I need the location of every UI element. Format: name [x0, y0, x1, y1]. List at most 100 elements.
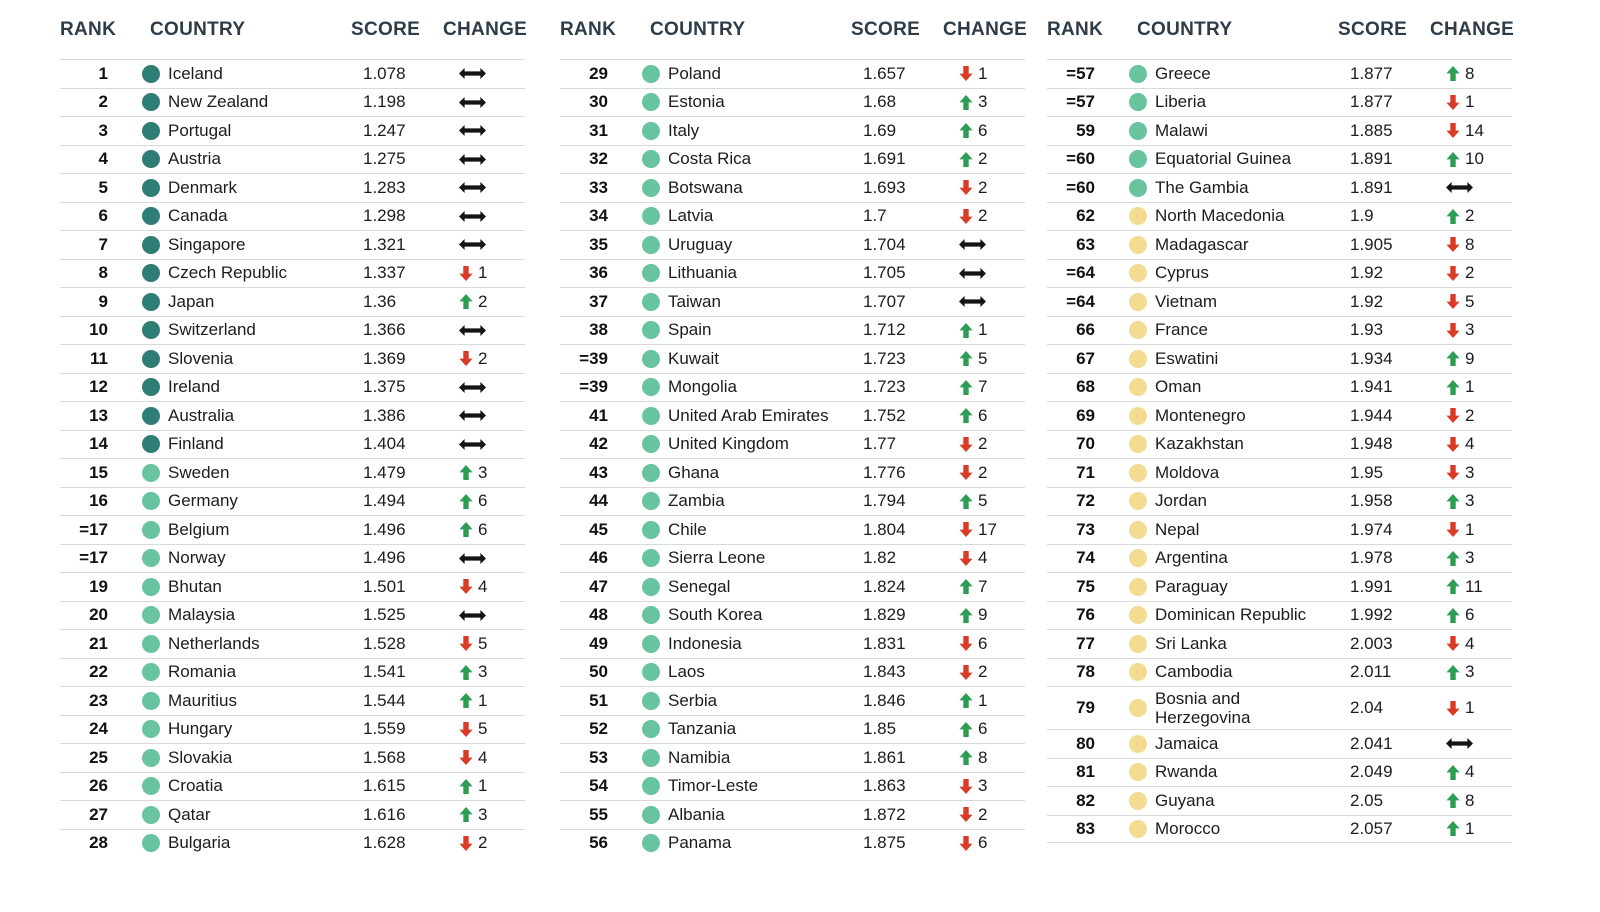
- rank-cell: 20: [89, 605, 108, 625]
- country-tier-dot-icon: [1129, 606, 1147, 625]
- table-row: 70 Kazakhstan 1.948 4: [1047, 429, 1512, 459]
- tier-dot-cell: [1099, 378, 1147, 397]
- rank-cell: 66: [1076, 320, 1095, 340]
- change-value: 1: [1465, 377, 1475, 397]
- tier-dot-cell: [612, 235, 660, 254]
- country-tier-dot-icon: [1129, 699, 1147, 718]
- tier-dot-cell: [112, 520, 160, 539]
- country-name: Tanzania: [668, 719, 737, 739]
- country-tier-dot-icon: [642, 292, 660, 311]
- country-name: Sierra Leone: [668, 548, 766, 568]
- country-name: New Zealand: [168, 92, 269, 112]
- table-row: 73 Nepal 1.974 1: [1047, 515, 1512, 544]
- country-tier-dot-icon: [142, 691, 160, 710]
- no-change-arrow-icon: [459, 68, 486, 80]
- country-tier-dot-icon: [142, 93, 160, 112]
- up-arrow-icon: [1446, 379, 1460, 395]
- rank-cell: 46: [589, 548, 608, 568]
- rank-cell: 29: [589, 63, 608, 83]
- country-name: Czech Republic: [168, 263, 288, 283]
- country-tier-dot-icon: [142, 777, 160, 796]
- score-cell: 1.875: [863, 833, 906, 853]
- tier-dot-cell: [612, 378, 660, 397]
- down-arrow-icon: [959, 550, 973, 566]
- country-tier-dot-icon: [642, 435, 660, 454]
- score-cell: 1.85: [863, 719, 897, 739]
- score-cell: 1.846: [863, 690, 906, 710]
- tier-dot-cell: [1099, 121, 1147, 140]
- country-name: Switzerland: [168, 320, 256, 340]
- country-tier-dot-icon: [142, 321, 160, 340]
- country-tier-dot-icon: [642, 748, 660, 767]
- table-row: =60 The Gambia 1.891: [1047, 173, 1512, 202]
- table-row: 78 Cambodia 2.011 3: [1047, 657, 1512, 687]
- rank-cell: =39: [579, 348, 608, 368]
- score-cell: 1.9: [1350, 206, 1374, 226]
- tier-dot-cell: [612, 577, 660, 596]
- table-row: 71 Moldova 1.95 3: [1047, 458, 1512, 487]
- table-row: =57 Greece 1.877 8: [1047, 59, 1512, 88]
- score-cell: 2.04: [1350, 698, 1384, 718]
- down-arrow-icon: [1446, 123, 1460, 139]
- change-cell: 2: [953, 178, 1025, 198]
- country-tier-dot-icon: [642, 634, 660, 653]
- country-name: France: [1155, 320, 1208, 340]
- country-name: Bulgaria: [168, 833, 231, 853]
- table-row: 11 Slovenia 1.369 2: [60, 344, 525, 373]
- table-row: 68 Oman 1.941 1: [1047, 372, 1512, 402]
- table-row: 24 Hungary 1.559 5: [60, 714, 525, 744]
- tier-dot-cell: [612, 634, 660, 653]
- country-tier-dot-icon: [142, 492, 160, 511]
- change-cell: 9: [953, 605, 1025, 625]
- rank-cell: 1: [98, 63, 108, 83]
- country-name: Portugal: [168, 120, 232, 140]
- country-tier-dot-icon: [642, 349, 660, 368]
- tier-dot-cell: [112, 64, 160, 83]
- table-header-row: RANK COUNTRY SCORE CHANGE: [1047, 16, 1514, 44]
- up-arrow-icon: [959, 408, 973, 424]
- table-row: 41 United Arab Emirates 1.752 6: [560, 401, 1025, 430]
- no-change-arrow-icon: [459, 210, 486, 222]
- tier-dot-cell: [612, 492, 660, 511]
- no-change-arrow-icon: [459, 324, 486, 336]
- up-arrow-icon: [1446, 793, 1460, 809]
- rank-cell: 42: [589, 434, 608, 454]
- up-arrow-icon: [1446, 208, 1460, 224]
- country-name: Timor-Leste: [668, 776, 759, 796]
- tier-dot-cell: [112, 663, 160, 682]
- down-arrow-icon: [1446, 522, 1460, 538]
- country-tier-dot-icon: [142, 663, 160, 682]
- change-value: 3: [1465, 662, 1475, 682]
- country-name: Sweden: [168, 462, 230, 482]
- country-column-header: COUNTRY: [650, 19, 746, 40]
- score-cell: 1.494: [363, 491, 406, 511]
- tier-dot-cell: [1099, 634, 1147, 653]
- change-cell: [953, 239, 1025, 251]
- change-column-header: CHANGE: [443, 19, 528, 40]
- score-cell: 1.974: [1350, 519, 1393, 539]
- table-row: 23 Mauritius 1.544 1: [60, 686, 525, 715]
- country-tier-dot-icon: [1129, 321, 1147, 340]
- rank-cell: 68: [1076, 377, 1095, 397]
- country-tier-dot-icon: [1129, 178, 1147, 197]
- table-row: 83 Morocco 2.057 1: [1047, 814, 1512, 844]
- change-cell: 5: [953, 491, 1025, 511]
- score-cell: 1.705: [863, 263, 906, 283]
- country-name: Sri Lanka: [1155, 633, 1227, 653]
- country-name: Norway: [168, 548, 226, 568]
- score-cell: 1.891: [1350, 177, 1393, 197]
- change-cell: 6: [453, 520, 525, 540]
- score-cell: 1.707: [863, 291, 906, 311]
- change-value: 7: [978, 576, 988, 596]
- change-cell: 2: [453, 349, 525, 369]
- table-row: 53 Namibia 1.861 8: [560, 743, 1025, 772]
- country-tier-dot-icon: [1129, 819, 1147, 838]
- change-cell: 6: [953, 833, 1025, 853]
- change-cell: [453, 324, 525, 336]
- table-row: 31 Italy 1.69 6: [560, 116, 1025, 145]
- no-change-arrow-icon: [1446, 738, 1473, 750]
- country-name: Costa Rica: [668, 149, 752, 169]
- score-cell: 1.298: [363, 206, 406, 226]
- change-value: 6: [978, 405, 988, 425]
- up-arrow-icon: [959, 493, 973, 509]
